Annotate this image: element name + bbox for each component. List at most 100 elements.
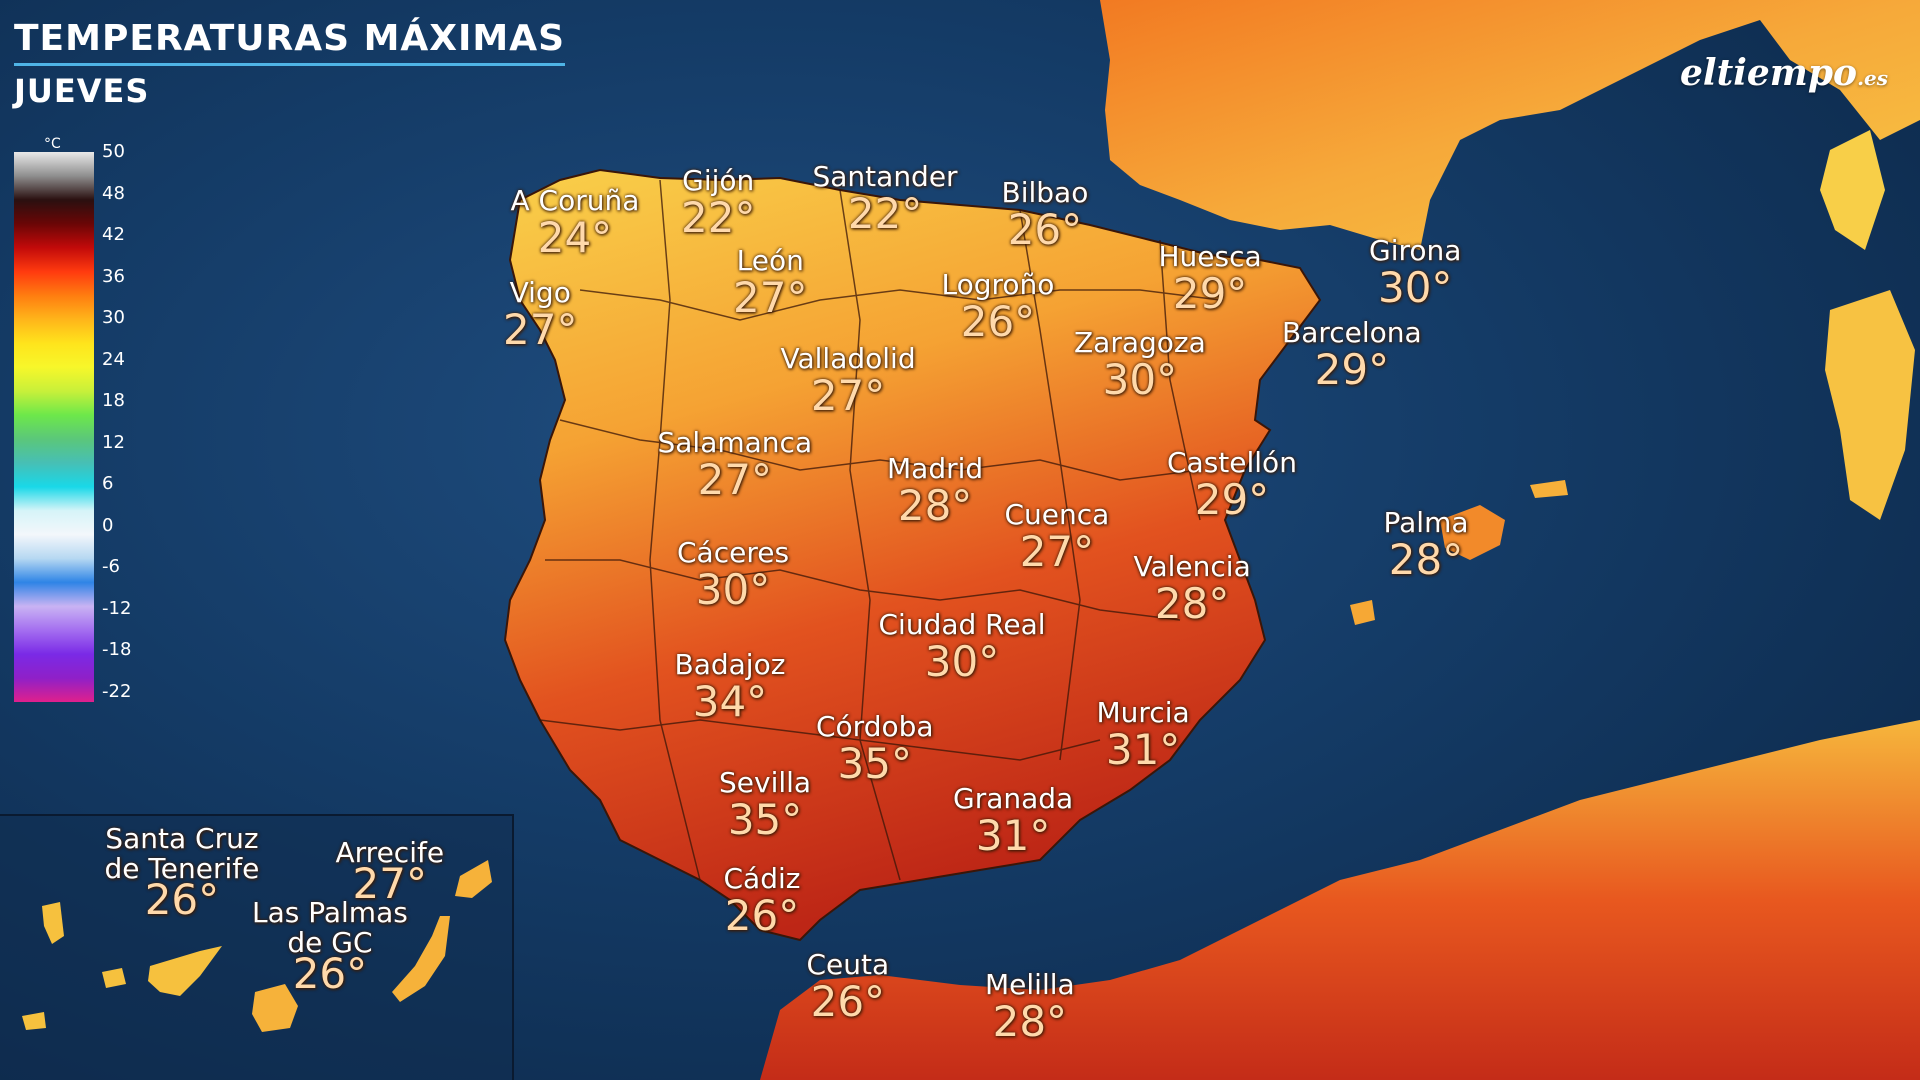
city-name: Huesca bbox=[1158, 240, 1262, 273]
legend-tick: 6 bbox=[102, 473, 114, 495]
city-temperature: 24° bbox=[537, 213, 613, 262]
map-subtitle: JUEVES bbox=[14, 72, 150, 110]
city-label: Vigo 27° bbox=[503, 278, 577, 352]
city-label: Gijón 22° bbox=[681, 166, 755, 240]
city-temperature: 27° bbox=[352, 859, 427, 908]
africa-landmass bbox=[760, 720, 1920, 1080]
city-name: Cádiz bbox=[723, 862, 801, 895]
city-name: Madrid bbox=[887, 452, 984, 485]
tenerife-island bbox=[148, 946, 222, 996]
city-label: Salamanca 27° bbox=[658, 428, 813, 502]
legend-tick: 30 bbox=[102, 307, 125, 329]
corsica-island bbox=[1820, 130, 1885, 250]
city-label: Valencia 28° bbox=[1134, 552, 1251, 626]
city-temperature: 31° bbox=[975, 811, 1051, 860]
city-name: Ceuta bbox=[806, 948, 890, 981]
city-temperature: 27° bbox=[503, 305, 578, 354]
lanzarote-island bbox=[455, 860, 492, 898]
city-label: Bilbao 26° bbox=[1002, 178, 1089, 252]
city-label: Cuenca 27° bbox=[1005, 500, 1110, 574]
city-label: Córdoba 35° bbox=[816, 712, 934, 786]
city-temperature: 27° bbox=[733, 273, 808, 322]
city-name: Badajoz bbox=[674, 648, 786, 681]
legend-tick: 42 bbox=[102, 224, 125, 246]
city-temperature: 30° bbox=[924, 637, 1000, 686]
city-name: Ciudad Real bbox=[878, 608, 1046, 641]
city-label: Ceuta 26° bbox=[807, 950, 890, 1024]
city-label: Castellón 29° bbox=[1167, 448, 1297, 522]
city-name: Zaragoza bbox=[1074, 326, 1206, 359]
legend-tick: -22 bbox=[102, 681, 132, 702]
brand-logo[interactable]: eltiempo.es bbox=[1680, 52, 1888, 94]
city-label: Cáceres 30° bbox=[677, 538, 789, 612]
menorca-island bbox=[1530, 480, 1568, 498]
city-name: Arrecife bbox=[335, 836, 445, 869]
legend-tick: 12 bbox=[102, 431, 125, 453]
city-name: Gijón bbox=[682, 164, 755, 197]
la-palma-island bbox=[42, 902, 64, 944]
city-label: Murcia 31° bbox=[1097, 698, 1190, 772]
legend-tick: -12 bbox=[102, 597, 132, 619]
legend-tick: 24 bbox=[102, 348, 125, 370]
legend-tick: 0 bbox=[102, 514, 114, 536]
city-temperature: 26° bbox=[724, 891, 800, 940]
city-name: Girona bbox=[1369, 234, 1462, 267]
city-label: Barcelona 29° bbox=[1282, 318, 1422, 392]
city-temperature: 26° bbox=[810, 977, 886, 1026]
city-label: Zaragoza 30° bbox=[1074, 328, 1206, 402]
city-temperature: 28° bbox=[897, 481, 973, 530]
city-temperature: 34° bbox=[692, 677, 768, 726]
canarias-inset bbox=[0, 814, 514, 1080]
city-name: Valencia bbox=[1133, 550, 1251, 583]
legend-bar bbox=[14, 152, 94, 702]
city-name: Salamanca bbox=[657, 426, 813, 459]
city-temperature: 22° bbox=[847, 189, 923, 238]
city-label: Sevilla 35° bbox=[719, 768, 811, 842]
city-temperature: 28° bbox=[1388, 535, 1464, 584]
map-title: TEMPERATURAS MÁXIMAS bbox=[14, 18, 566, 66]
city-name: Castellón bbox=[1167, 446, 1297, 479]
legend-tick: -6 bbox=[102, 556, 120, 578]
city-temperature: 29° bbox=[1314, 345, 1390, 394]
city-label: Ciudad Real 30° bbox=[879, 610, 1046, 684]
city-temperature: 27° bbox=[697, 455, 773, 504]
city-label: Melilla 28° bbox=[985, 970, 1075, 1044]
city-label: Valladolid 27° bbox=[781, 344, 916, 418]
city-name: Cáceres bbox=[677, 536, 790, 569]
city-name: A Coruña bbox=[510, 184, 640, 217]
canarias-city-label: Arrecife 27° bbox=[336, 838, 445, 906]
city-label: A Coruña 24° bbox=[511, 186, 640, 260]
city-temperature: 29° bbox=[1172, 269, 1248, 318]
city-temperature: 27° bbox=[810, 371, 886, 420]
ibiza-island bbox=[1350, 600, 1375, 625]
city-name: Cuenca bbox=[1004, 498, 1110, 531]
city-temperature: 26° bbox=[960, 297, 1036, 346]
city-temperature: 27° bbox=[1019, 527, 1095, 576]
city-name: Murcia bbox=[1096, 696, 1190, 729]
fuerteventura-island bbox=[392, 916, 450, 1002]
legend-tick: 48 bbox=[102, 182, 125, 204]
canarias-city-label: Las Palmas de GC 26° bbox=[252, 898, 408, 996]
city-temperature: 30° bbox=[1102, 355, 1178, 404]
city-temperature: 22° bbox=[681, 193, 756, 242]
city-label: Granada 31° bbox=[953, 784, 1073, 858]
city-name: Bilbao bbox=[1001, 176, 1089, 209]
la-gomera-island bbox=[102, 968, 126, 988]
sardinia-island bbox=[1825, 290, 1915, 520]
city-name: Córdoba bbox=[816, 710, 934, 743]
city-label: Cádiz 26° bbox=[724, 864, 801, 938]
city-name: Palma bbox=[1383, 506, 1469, 539]
city-temperature: 28° bbox=[1154, 579, 1230, 628]
city-name: Logroño bbox=[941, 268, 1055, 301]
gran-canaria-island bbox=[252, 984, 298, 1032]
el-hierro-island bbox=[22, 1012, 46, 1030]
city-label: Madrid 28° bbox=[887, 454, 983, 528]
city-label: Santander 22° bbox=[813, 162, 958, 236]
city-label: Logroño 26° bbox=[942, 270, 1055, 344]
city-label: Girona 30° bbox=[1369, 236, 1461, 310]
city-temperature: 35° bbox=[727, 795, 803, 844]
city-label: Huesca 29° bbox=[1159, 242, 1262, 316]
city-temperature: 30° bbox=[695, 565, 771, 614]
